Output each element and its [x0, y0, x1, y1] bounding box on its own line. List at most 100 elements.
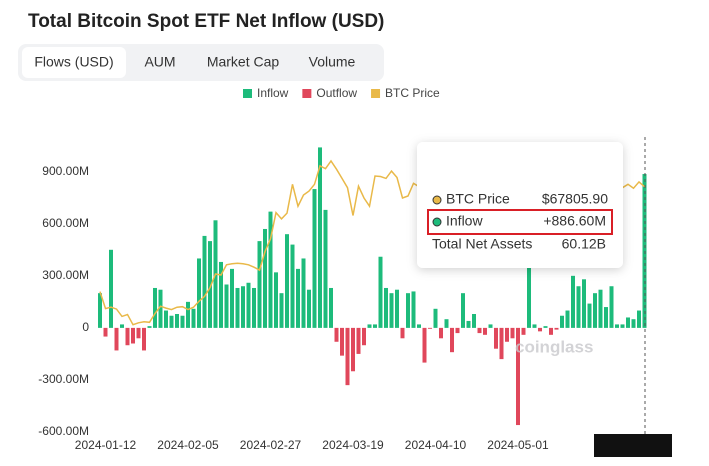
bar — [274, 272, 278, 328]
bar — [510, 327, 515, 339]
bar — [219, 261, 223, 328]
bar — [98, 293, 102, 328]
bar — [450, 327, 454, 353]
bar — [208, 241, 212, 328]
y-tick-label: 0 — [82, 320, 89, 334]
bar — [373, 324, 377, 328]
x-tick-label: 2024-01-12 — [75, 438, 137, 452]
bar — [615, 324, 619, 328]
tooltip-marker — [432, 217, 442, 227]
bar — [114, 327, 119, 351]
tooltip-box — [417, 142, 623, 268]
bar — [367, 324, 372, 328]
bar — [307, 289, 311, 328]
bar — [543, 326, 548, 328]
tab[interactable]: Flows (USD) — [34, 54, 113, 70]
bar — [499, 327, 504, 360]
bar — [103, 327, 108, 337]
tab[interactable]: Volume — [309, 54, 356, 70]
bar — [175, 314, 179, 328]
bar — [285, 234, 289, 328]
bar — [125, 327, 130, 346]
bar — [169, 315, 174, 328]
bar — [230, 268, 234, 328]
highlight-box — [427, 209, 613, 235]
tab[interactable]: AUM — [144, 54, 175, 70]
watermark: coinglass — [515, 337, 593, 356]
bar — [362, 327, 366, 346]
bar — [593, 293, 597, 328]
bar — [191, 308, 196, 328]
bar — [642, 174, 647, 328]
bar — [197, 258, 201, 328]
bar — [356, 327, 361, 354]
tooltip-label: BTC Price — [446, 191, 510, 207]
bar — [466, 320, 471, 328]
bar — [604, 307, 608, 328]
y-tick-label: -600.00M — [38, 424, 89, 438]
x-tick-label: 2024-05-01 — [487, 438, 549, 452]
bar — [290, 244, 295, 328]
bar — [395, 289, 399, 328]
bar — [620, 324, 625, 328]
bar — [565, 310, 570, 328]
bar — [340, 327, 344, 356]
bar — [136, 327, 141, 339]
bar — [153, 287, 157, 328]
bar — [609, 286, 614, 328]
bar — [142, 327, 146, 351]
bar — [532, 324, 537, 328]
bar — [186, 301, 190, 328]
tooltip-value: $67805.90 — [542, 191, 608, 207]
bar — [345, 327, 350, 386]
bar — [318, 147, 322, 328]
legend-label: BTC Price — [385, 86, 440, 100]
bar — [505, 327, 509, 342]
bar — [263, 228, 267, 328]
tab-active — [22, 47, 126, 78]
bar — [329, 287, 333, 328]
legend-label: Inflow — [257, 86, 289, 100]
bar — [384, 287, 388, 328]
bar — [400, 327, 405, 339]
tooltip-marker — [432, 195, 442, 205]
bar — [549, 327, 553, 335]
bar — [202, 235, 207, 328]
tooltip-label: Total Net Assets — [432, 236, 532, 252]
bar — [483, 327, 487, 335]
bar — [301, 258, 306, 328]
bar — [334, 327, 339, 342]
y-tick-label: -300.00M — [38, 372, 89, 386]
bar — [378, 256, 383, 328]
bar — [109, 249, 113, 328]
legend-swatch — [371, 89, 381, 98]
bar — [576, 286, 581, 328]
bar — [411, 291, 416, 328]
bar — [120, 324, 124, 328]
bar — [521, 327, 526, 335]
axis-pointer-box — [594, 434, 672, 457]
bar — [444, 319, 449, 328]
tab[interactable]: Market Cap — [207, 54, 280, 70]
bar — [587, 303, 592, 328]
tooltip-value: 60.12B — [562, 236, 606, 252]
bar — [257, 241, 262, 328]
bar — [252, 287, 256, 328]
chart-title: Total Bitcoin Spot ETF Net Inflow (USD) — [28, 11, 384, 32]
bar — [631, 319, 636, 328]
bar — [477, 327, 482, 334]
bar — [433, 308, 438, 328]
bar — [296, 268, 300, 328]
bar — [494, 327, 498, 349]
bar — [180, 315, 185, 328]
bar — [351, 327, 355, 372]
bar — [158, 289, 163, 328]
legend-label: Outflow — [316, 86, 357, 100]
y-tick-label: 600.00M — [42, 216, 89, 230]
bar — [472, 314, 476, 328]
tooltip-label: Inflow — [446, 213, 483, 229]
y-tick-label: 300.00M — [42, 268, 89, 282]
legend-swatch — [243, 89, 252, 98]
bar — [323, 209, 328, 328]
